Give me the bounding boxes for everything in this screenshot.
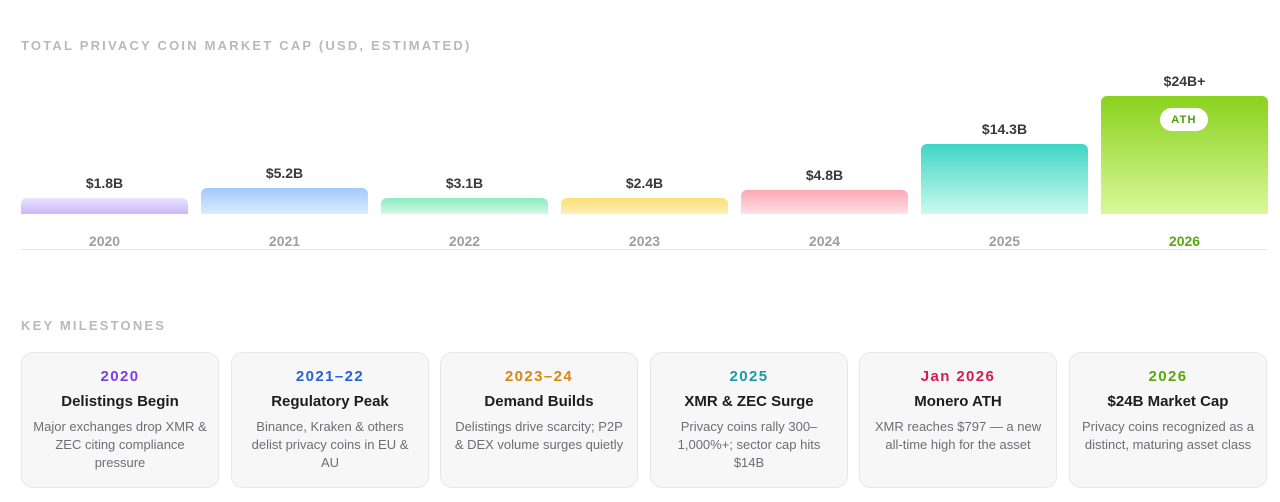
milestone-card: 2023–24 Demand Builds Delistings drive sca…	[440, 352, 638, 488]
bar-value-label-2026: $24B+	[1163, 73, 1206, 89]
bar-category-label-2025: 2025	[988, 233, 1021, 249]
bar-category-label-2024: 2024	[808, 233, 841, 249]
bar-value-label-2021: $5.2B	[265, 165, 304, 181]
milestone-year: 2026	[1148, 368, 1188, 385]
milestone-title: XMR & ZEC Surge	[684, 393, 814, 410]
bar-group-2021: $5.2B 2021	[201, 0, 368, 260]
milestone-description: Delistings drive scarcity; P2P & DEX vol…	[454, 419, 624, 452]
bar-category-label-2022: 2022	[448, 233, 481, 249]
milestone-year: 2025	[729, 368, 769, 385]
milestone-year: 2021–22	[295, 368, 365, 385]
milestone-year: 2023–24	[504, 368, 574, 385]
milestones-title: KEY MILESTONES	[21, 318, 167, 333]
bar-value-label-2020: $1.8B	[85, 175, 124, 191]
milestone-description: Privacy coins rally 300–1,000%+; sector …	[677, 419, 821, 470]
milestone-card: 2026 $24B Market Cap Privacy coins recogni…	[1069, 352, 1267, 488]
bar-category-label-2023: 2023	[628, 233, 661, 249]
chart-title: TOTAL PRIVACY COIN MARKET CAP (USD, ESTI…	[21, 38, 472, 53]
bar-category-label-2026: 2026	[1168, 233, 1201, 249]
bar-2020	[21, 198, 188, 214]
bar-2021	[201, 188, 368, 214]
bar-category-label-2021: 2021	[268, 233, 301, 249]
bar-value-label-2025: $14.3B	[981, 121, 1028, 137]
milestone-title: Regulatory Peak	[271, 393, 389, 410]
milestone-description: Binance, Kraken & others delist privacy …	[251, 419, 409, 470]
milestone-title: $24B Market Cap	[1107, 393, 1229, 410]
bar-category-label-2020: 2020	[88, 233, 121, 249]
bar-value-label-2024: $4.8B	[805, 167, 844, 183]
milestone-card: 2020 Delistings Begin Major exchanges drop…	[21, 352, 219, 488]
milestone-card: 2025 XMR & ZEC Surge Privacy coins rally 3…	[650, 352, 848, 488]
bar-value-label-2022: $3.1B	[445, 175, 484, 191]
bar-2022	[381, 198, 548, 214]
bar-group-2025: $14.3B 2025	[921, 0, 1088, 260]
bar-group-2023: $2.4B 2023	[561, 0, 728, 260]
milestone-title: Delistings Begin	[61, 393, 179, 410]
bar-2023	[561, 198, 728, 214]
milestone-description: Major exchanges drop XMR & ZEC citing co…	[33, 419, 207, 470]
bar-group-2024: $4.8B 2024	[741, 0, 908, 260]
milestone-year: 2020	[100, 368, 140, 385]
bar-value-label-2023: $2.4B	[625, 175, 664, 191]
milestone-description: XMR reaches $797 — a new all-time high f…	[874, 419, 1042, 452]
ath-badge: ATH	[1160, 108, 1208, 131]
chart-baseline	[21, 249, 1267, 250]
milestone-year: Jan 2026	[920, 368, 996, 385]
milestone-title: Monero ATH	[914, 393, 1002, 410]
milestone-cards: 2020 Delistings Begin Major exchanges drop…	[21, 352, 1267, 488]
market-cap-bar-chart: $1.8B 2020 $5.2B 2021 $3.1B 2022 $2.4B 2023 $4.8…	[21, 0, 1268, 260]
milestone-card: 2021–22 Regulatory Peak Binance, Kraken & …	[231, 352, 429, 488]
bar-group-2022: $3.1B 2022	[381, 0, 548, 260]
bar-2025	[921, 144, 1088, 214]
milestone-card: Jan 2026 Monero ATH XMR reaches $797 — a n…	[859, 352, 1057, 488]
bar-2024	[741, 190, 908, 214]
bar-group-2020: $1.8B 2020	[21, 0, 188, 260]
milestone-title: Demand Builds	[484, 393, 594, 410]
milestone-description: Privacy coins recognized as a distinct, …	[1082, 419, 1254, 452]
bar-group-2026: $24B+ 2026 ATH	[1101, 0, 1268, 260]
